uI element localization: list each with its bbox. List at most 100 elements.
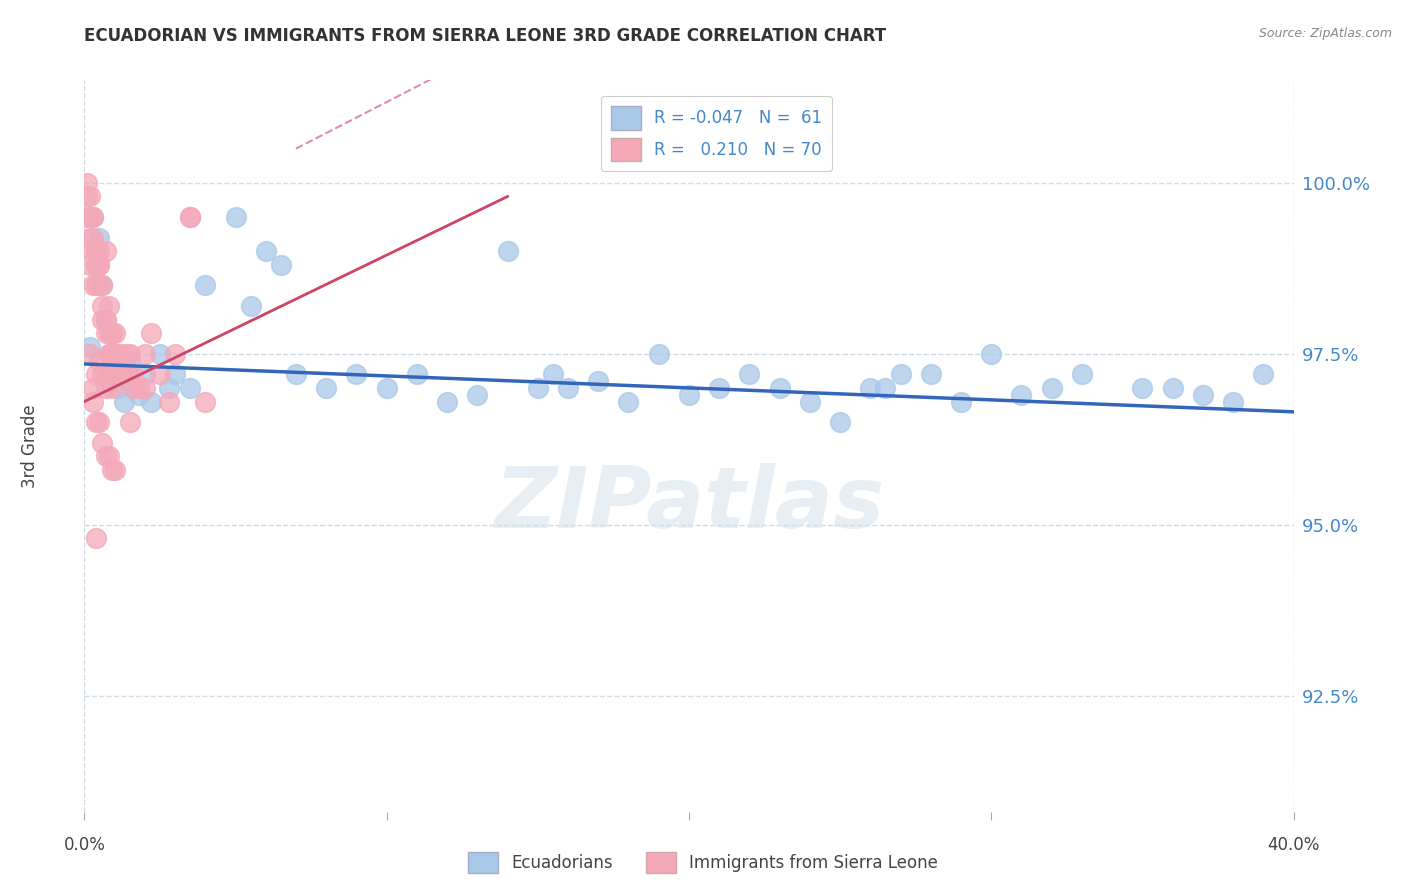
Point xyxy=(79,230,101,244)
Point xyxy=(541,368,564,382)
Point xyxy=(139,394,162,409)
Legend: Ecuadorians, Immigrants from Sierra Leone: Ecuadorians, Immigrants from Sierra Leon… xyxy=(461,846,945,880)
Point xyxy=(738,368,761,382)
Point xyxy=(950,394,973,409)
Point xyxy=(709,381,731,395)
Point xyxy=(165,368,187,382)
Point xyxy=(97,299,120,313)
Legend: R = -0.047   N =  61, R =   0.210   N = 70: R = -0.047 N = 61, R = 0.210 N = 70 xyxy=(600,96,832,171)
Point xyxy=(82,394,104,409)
Point xyxy=(94,312,117,326)
Point xyxy=(97,347,120,361)
Point xyxy=(79,340,101,354)
Point xyxy=(149,347,172,361)
Point xyxy=(104,463,127,477)
Point xyxy=(97,326,120,341)
Point xyxy=(769,381,792,395)
Point xyxy=(79,189,101,203)
Point xyxy=(94,326,117,341)
Point xyxy=(104,368,127,382)
Point xyxy=(527,381,550,395)
Point xyxy=(97,449,120,463)
Point xyxy=(118,347,141,361)
Point xyxy=(107,381,129,395)
Point xyxy=(149,368,172,382)
Point xyxy=(194,394,217,409)
Point xyxy=(100,326,122,341)
Point xyxy=(94,244,117,259)
Point xyxy=(100,463,122,477)
Point xyxy=(104,368,127,382)
Text: 0.0%: 0.0% xyxy=(63,836,105,854)
Point xyxy=(89,244,111,259)
Point xyxy=(110,360,132,375)
Point xyxy=(115,347,138,361)
Point xyxy=(91,368,114,382)
Point xyxy=(86,278,108,293)
Point xyxy=(91,435,114,450)
Point xyxy=(86,244,108,259)
Point xyxy=(76,210,98,224)
Point xyxy=(134,347,156,361)
Point xyxy=(97,347,120,361)
Point xyxy=(86,415,108,429)
Point xyxy=(875,381,897,395)
Point xyxy=(86,258,108,272)
Point xyxy=(110,347,132,361)
Point xyxy=(157,394,180,409)
Point xyxy=(799,394,821,409)
Point xyxy=(1192,388,1215,402)
Point xyxy=(115,374,138,388)
Point xyxy=(91,312,114,326)
Point xyxy=(76,189,98,203)
Point xyxy=(82,230,104,244)
Point xyxy=(94,381,117,395)
Text: 3rd Grade: 3rd Grade xyxy=(21,404,39,488)
Point xyxy=(648,347,671,361)
Point xyxy=(1011,388,1033,402)
Point xyxy=(89,278,111,293)
Point xyxy=(980,347,1002,361)
Point xyxy=(86,368,108,382)
Point xyxy=(315,381,337,395)
Point xyxy=(89,258,111,272)
Point xyxy=(97,368,120,382)
Point xyxy=(254,244,277,259)
Point xyxy=(617,394,640,409)
Point xyxy=(179,210,201,224)
Point xyxy=(121,368,143,382)
Point xyxy=(115,368,138,382)
Point xyxy=(270,258,292,272)
Point xyxy=(134,368,156,382)
Point xyxy=(179,381,201,395)
Text: 40.0%: 40.0% xyxy=(1267,836,1320,854)
Point xyxy=(79,210,101,224)
Point xyxy=(194,278,217,293)
Point xyxy=(496,244,519,259)
Point xyxy=(112,394,135,409)
Point xyxy=(79,258,101,272)
Point xyxy=(91,278,114,293)
Point xyxy=(82,278,104,293)
Point xyxy=(157,381,180,395)
Point xyxy=(79,347,101,361)
Point xyxy=(859,381,882,395)
Point xyxy=(82,381,104,395)
Point xyxy=(557,381,579,395)
Point xyxy=(830,415,852,429)
Point xyxy=(82,244,104,259)
Point xyxy=(104,326,127,341)
Text: ECUADORIAN VS IMMIGRANTS FROM SIERRA LEONE 3RD GRADE CORRELATION CHART: ECUADORIAN VS IMMIGRANTS FROM SIERRA LEO… xyxy=(84,27,887,45)
Point xyxy=(86,531,108,545)
Point xyxy=(118,353,141,368)
Point xyxy=(118,415,141,429)
Point xyxy=(1161,381,1184,395)
Point xyxy=(128,388,150,402)
Point xyxy=(678,388,700,402)
Point xyxy=(225,210,247,224)
Point xyxy=(890,368,912,382)
Point xyxy=(82,210,104,224)
Point xyxy=(920,368,942,382)
Point xyxy=(285,368,308,382)
Point xyxy=(89,230,111,244)
